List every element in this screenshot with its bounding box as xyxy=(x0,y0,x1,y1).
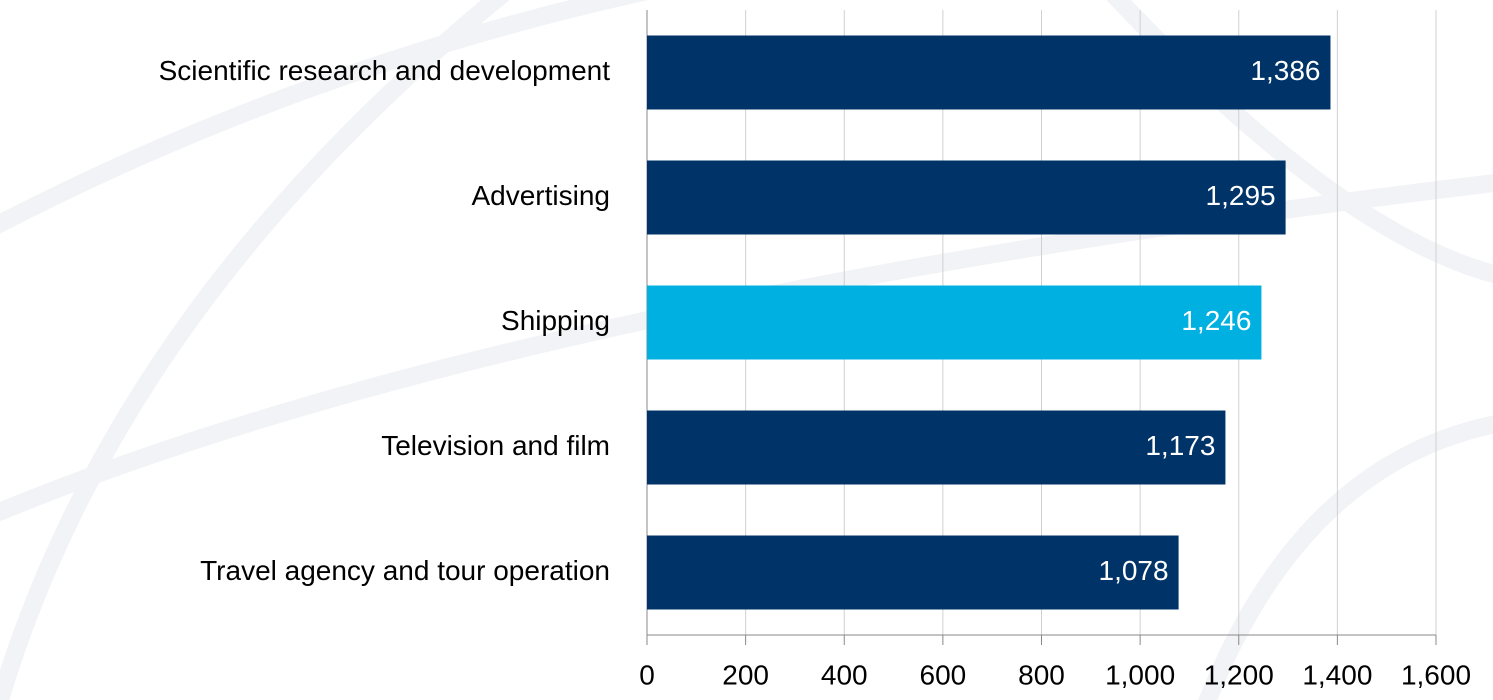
bar xyxy=(647,410,1226,485)
y-tick-label: Advertising xyxy=(471,180,610,211)
y-tick-label: Travel agency and tour operation xyxy=(200,555,610,586)
x-tick-label: 1,400 xyxy=(1302,659,1372,690)
y-tick-label: Shipping xyxy=(501,305,610,336)
bar xyxy=(647,160,1286,235)
x-tick-label: 1,000 xyxy=(1105,659,1175,690)
x-tick-label: 1,200 xyxy=(1204,659,1274,690)
value-label: 1,295 xyxy=(1206,180,1276,211)
bar xyxy=(647,285,1262,360)
bar xyxy=(647,35,1331,110)
value-label: 1,173 xyxy=(1145,430,1215,461)
x-tick-label: 800 xyxy=(1018,659,1065,690)
y-tick-label: Scientific research and development xyxy=(159,55,611,86)
x-tick-label: 200 xyxy=(722,659,769,690)
x-tick-label: 0 xyxy=(639,659,655,690)
x-tick-label: 600 xyxy=(920,659,967,690)
x-tick-label: 1,600 xyxy=(1401,659,1471,690)
value-label: 1,386 xyxy=(1250,55,1320,86)
x-tick-label: 400 xyxy=(821,659,868,690)
value-label: 1,078 xyxy=(1099,555,1169,586)
y-tick-label: Television and film xyxy=(381,430,610,461)
bar xyxy=(647,535,1179,610)
value-label: 1,246 xyxy=(1181,305,1251,336)
